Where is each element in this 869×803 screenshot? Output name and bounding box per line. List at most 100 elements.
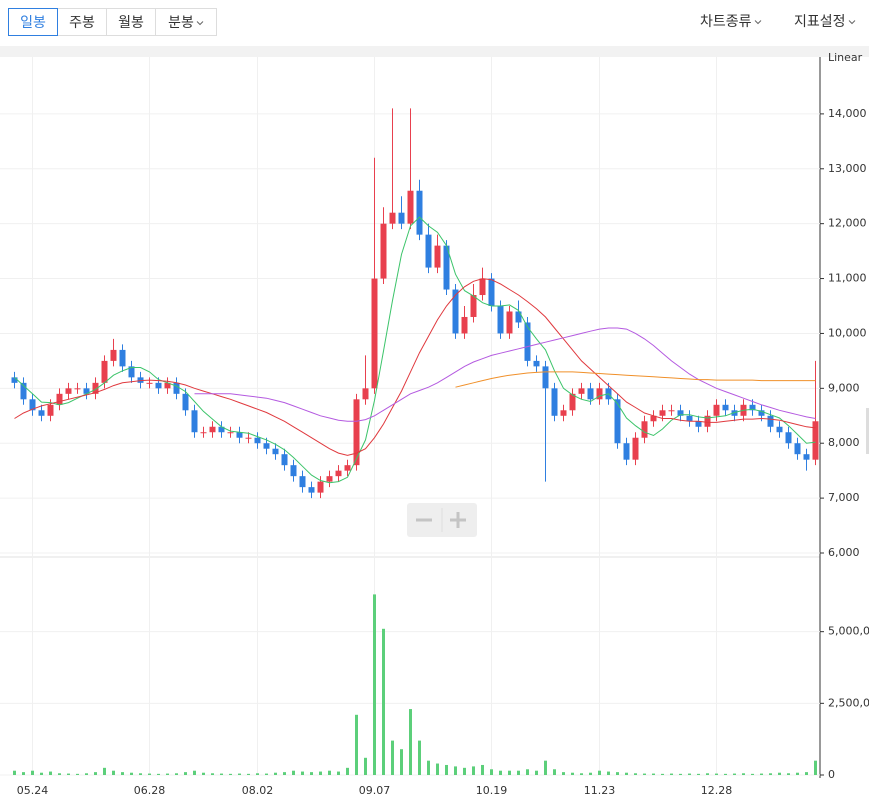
x-tick-label: 09.07 [359, 784, 391, 797]
volume-bar [121, 772, 124, 775]
volume-bar [787, 773, 790, 775]
candle-body [263, 443, 270, 449]
menu[interactable]: 차트종류 [700, 8, 762, 36]
candle-body [623, 443, 630, 460]
volume-bar [103, 767, 106, 775]
volume-bar [409, 709, 412, 775]
candle-body [74, 388, 81, 390]
candle-body [443, 245, 450, 290]
candle-body [83, 388, 90, 394]
volume-bar [652, 773, 655, 775]
volume-bar [580, 773, 583, 775]
candle-body [407, 190, 414, 224]
volume-bar [292, 770, 295, 775]
candle-body [497, 306, 504, 334]
volume-bar [454, 766, 457, 775]
x-tick-label: 05.24 [17, 784, 49, 797]
ma-line [194, 327, 816, 422]
volume-bar [184, 772, 187, 775]
candle-body [686, 415, 693, 422]
y-tick-label: 7,000 [828, 491, 860, 504]
volume-bar [445, 764, 448, 775]
volume-bar [742, 773, 745, 775]
volume-bar [562, 772, 565, 775]
volume-bar [193, 770, 196, 775]
label: 차트종류 [700, 14, 752, 30]
period-button[interactable]: 월봉 [106, 8, 156, 36]
volume-bar [274, 772, 277, 775]
separator-band [0, 46, 869, 57]
volume-bar [715, 773, 718, 775]
candle-body [434, 245, 441, 268]
volume-bar [382, 628, 385, 775]
candle-body [200, 432, 207, 434]
candle-body [47, 404, 54, 416]
volume-bar [49, 771, 52, 775]
volume-bar [679, 773, 682, 775]
toolbar: 일봉 주봉 월봉 분봉 차트종류 지표설정 [0, 0, 869, 46]
volume-bar [526, 769, 529, 775]
candle-body [281, 454, 288, 466]
candle-body [470, 295, 477, 317]
volume-bar [40, 772, 43, 775]
candle-body [65, 388, 72, 394]
candle-body [560, 410, 567, 416]
volume-bar [256, 773, 259, 775]
y-tick-label: 10,000 [828, 326, 867, 339]
candle-body [632, 437, 639, 460]
volume-bar [463, 767, 466, 775]
scroll-handle[interactable] [866, 408, 869, 454]
chevron [848, 20, 855, 25]
candle-body [11, 377, 18, 383]
candle-body [290, 465, 297, 477]
candle-body [227, 432, 234, 434]
y-tick-label: 0 [828, 768, 835, 781]
candle-body [335, 470, 342, 477]
chevron [196, 21, 204, 26]
candle-body [236, 432, 243, 438]
volume-bar [589, 772, 592, 775]
candle-body [551, 388, 558, 416]
volume-bar [175, 773, 178, 775]
volume-bar [67, 773, 70, 775]
candle-body [191, 410, 198, 433]
x-tick-label: 11.23 [584, 784, 616, 797]
volume-bar [472, 766, 475, 775]
candle-body [704, 415, 711, 427]
candle-body [587, 388, 594, 400]
candle-body [488, 278, 495, 306]
candle-body [164, 382, 171, 389]
candle-body [425, 234, 432, 268]
volume-bar [616, 772, 619, 775]
candle-body [155, 382, 162, 389]
candle-body [659, 410, 666, 416]
y-tick-label: 6,000 [828, 546, 860, 559]
volume-bar [499, 770, 502, 775]
volume-bar [490, 769, 493, 775]
volume-bar [625, 772, 628, 775]
volume-bar [283, 772, 286, 775]
label: 지표설정 [794, 14, 846, 30]
menu[interactable]: 지표설정 [794, 8, 856, 36]
volume-bar [355, 714, 358, 775]
volume-bar [733, 773, 736, 775]
candle-body [506, 311, 513, 334]
candle-body [713, 404, 720, 416]
volume-bar [94, 772, 97, 775]
candle-body [209, 426, 216, 433]
volume-bar [778, 772, 781, 775]
candle-body [398, 212, 405, 224]
period-button[interactable]: 일봉 [8, 8, 58, 36]
period-button[interactable]: 분봉 [155, 8, 217, 36]
candle-body [776, 426, 783, 433]
volume-bar [760, 773, 763, 775]
candle-body [641, 421, 648, 438]
period-button[interactable]: 주봉 [57, 8, 107, 36]
candle-body [695, 421, 702, 427]
ma-line [14, 278, 816, 456]
y-tick-label: 2,500,000 [828, 696, 869, 709]
chevron [754, 20, 761, 25]
volume-bar [220, 773, 223, 775]
volume-bar [238, 773, 241, 775]
